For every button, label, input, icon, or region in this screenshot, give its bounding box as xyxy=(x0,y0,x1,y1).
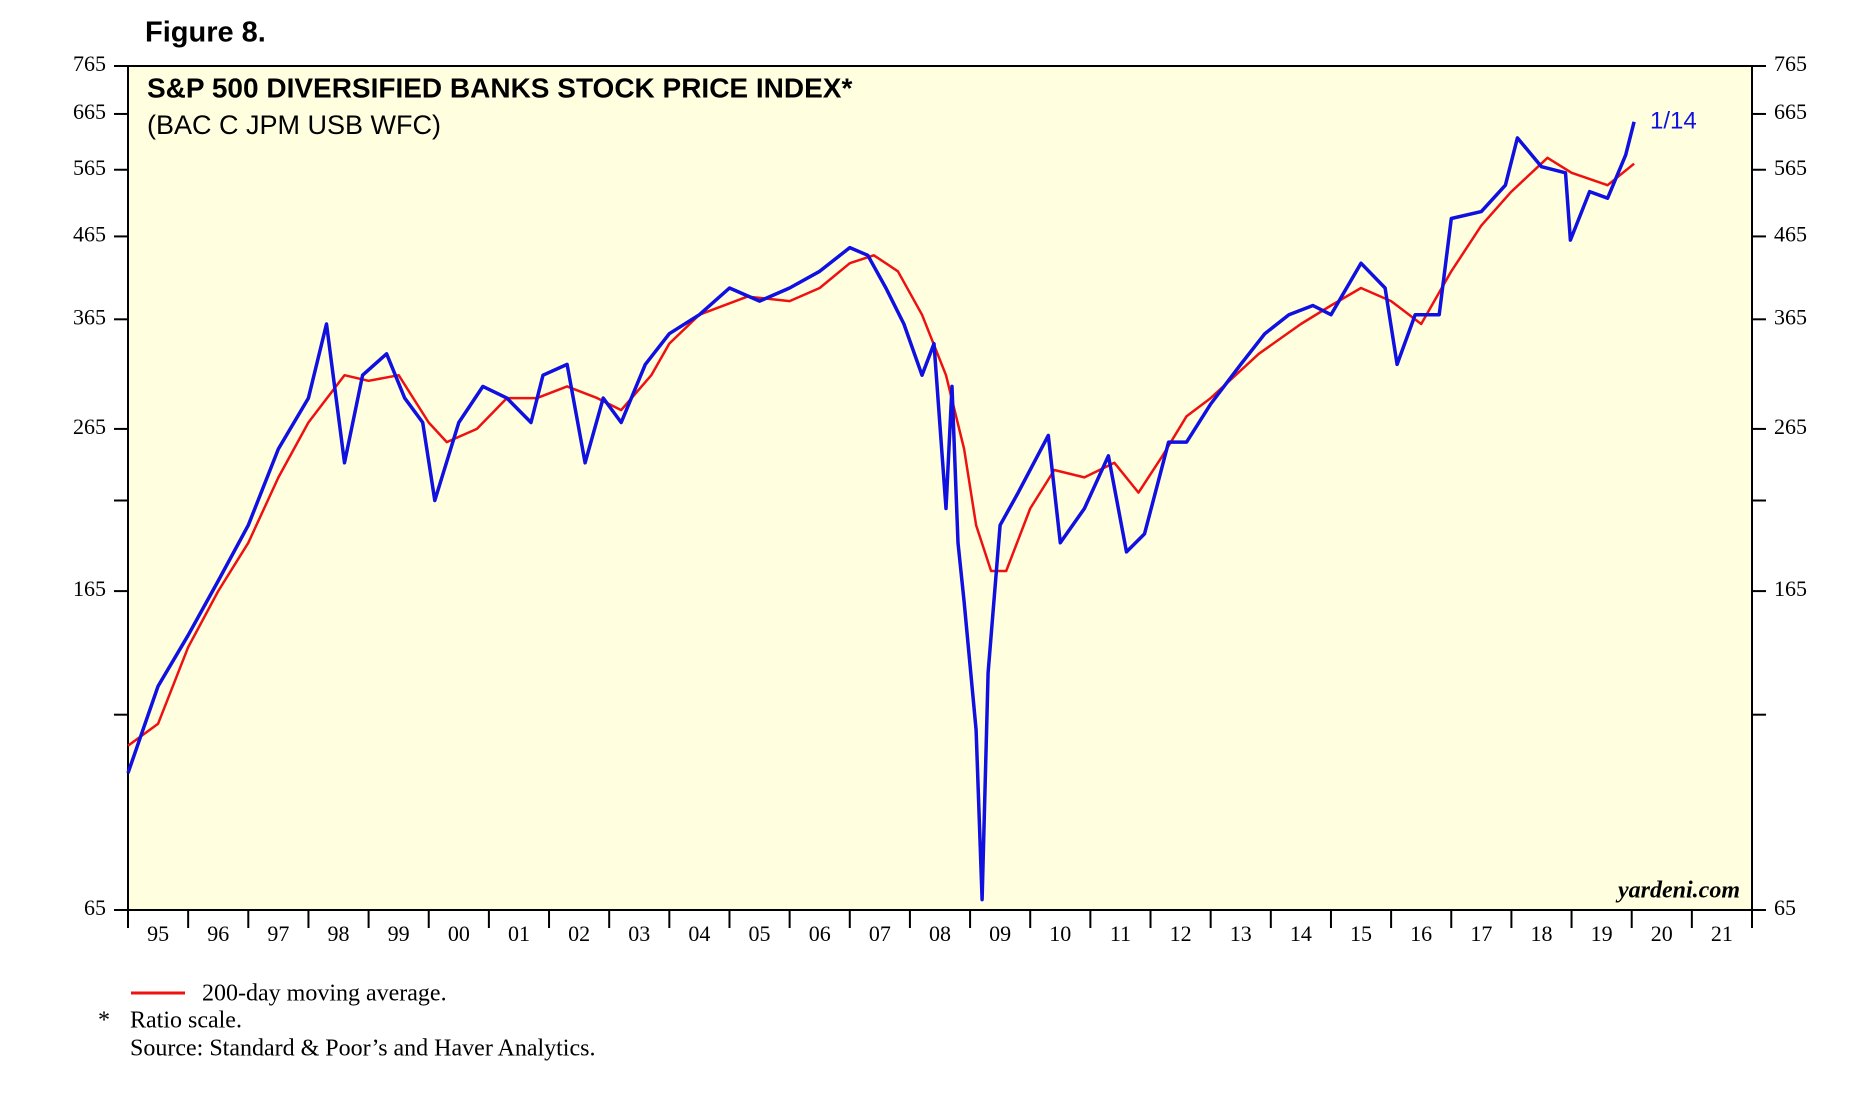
y-tick-label: 365 xyxy=(73,304,106,329)
y-tick-label: 165 xyxy=(73,576,106,601)
y2-tick-label: 765 xyxy=(1774,51,1807,76)
chart-subtitle: (BAC C JPM USB WFC) xyxy=(147,110,441,140)
x-tick-label: 11 xyxy=(1110,921,1131,946)
x-tick-label: 12 xyxy=(1170,921,1192,946)
y-tick-label: 465 xyxy=(73,221,106,246)
series-line xyxy=(126,121,1636,902)
legend-label: 200-day moving average. xyxy=(202,981,447,1007)
note-marker: * xyxy=(98,1008,110,1034)
source: Source: Standard & Poor’s and Haver Anal… xyxy=(130,1036,595,1062)
x-tick-label: 08 xyxy=(929,921,951,946)
watermark: yardeni.com xyxy=(1615,878,1740,904)
figure-label: Figure 8. xyxy=(145,17,266,49)
y2-tick-label: 265 xyxy=(1774,414,1807,439)
x-tick-label: 13 xyxy=(1230,921,1252,946)
x-tick-label: 15 xyxy=(1350,921,1372,946)
y2-tick-label: 165 xyxy=(1774,576,1807,601)
x-tick-label: 19 xyxy=(1591,921,1613,946)
x-tick-label: 99 xyxy=(388,921,410,946)
x-tick-label: 03 xyxy=(628,921,650,946)
series-line xyxy=(127,156,1635,747)
chart-title: S&P 500 DIVERSIFIED BANKS STOCK PRICE IN… xyxy=(147,72,852,103)
x-tick-label: 14 xyxy=(1290,921,1312,946)
y-tick-label: 65 xyxy=(84,895,106,920)
y-tick-label: 765 xyxy=(73,51,106,76)
x-tick-label: 97 xyxy=(267,921,289,946)
x-tick-label: 96 xyxy=(207,921,229,946)
x-tick-label: 06 xyxy=(809,921,831,946)
x-tick-label: 18 xyxy=(1530,921,1552,946)
plot-area xyxy=(127,65,1753,911)
y-tick-label: 665 xyxy=(73,99,106,124)
y2-tick-label: 65 xyxy=(1774,895,1796,920)
x-tick-label: 20 xyxy=(1651,921,1673,946)
x-tick-label: 05 xyxy=(749,921,771,946)
annotation: 1/14 xyxy=(1650,107,1697,134)
x-tick-label: 02 xyxy=(568,921,590,946)
x-tick-label: 07 xyxy=(869,921,891,946)
x-tick-label: 09 xyxy=(989,921,1011,946)
note: Ratio scale. xyxy=(130,1008,242,1034)
x-tick-label: 00 xyxy=(448,921,470,946)
y2-tick-label: 565 xyxy=(1774,155,1807,180)
x-tick-label: 17 xyxy=(1470,921,1492,946)
x-tick-label: 04 xyxy=(688,921,710,946)
y2-tick-label: 465 xyxy=(1774,221,1807,246)
y-tick-label: 565 xyxy=(73,155,106,180)
y-tick-label: 265 xyxy=(73,414,106,439)
x-tick-label: 98 xyxy=(328,921,350,946)
x-tick-label: 16 xyxy=(1410,921,1432,946)
x-tick-label: 21 xyxy=(1711,921,1733,946)
x-tick-label: 10 xyxy=(1049,921,1071,946)
x-tick-label: 01 xyxy=(508,921,530,946)
x-tick-label: 95 xyxy=(147,921,169,946)
y2-tick-label: 665 xyxy=(1774,99,1807,124)
y2-tick-label: 365 xyxy=(1774,304,1807,329)
